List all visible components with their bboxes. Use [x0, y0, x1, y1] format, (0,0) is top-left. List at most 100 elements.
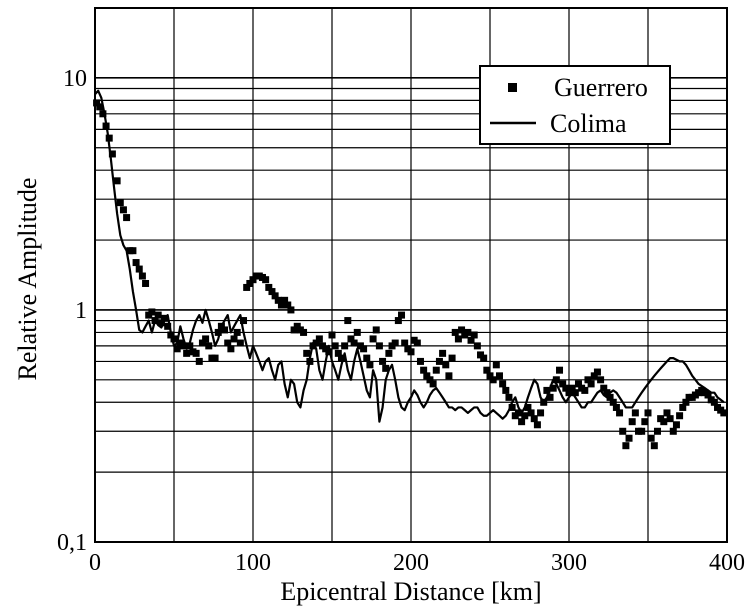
guerrero-point: [170, 335, 178, 343]
guerrero-point: [533, 421, 541, 429]
y-tick-label: 0,1: [57, 530, 87, 556]
guerrero-point: [217, 322, 225, 330]
guerrero-point: [606, 393, 614, 401]
guerrero-point: [622, 442, 630, 450]
guerrero-point: [262, 276, 270, 284]
guerrero-point: [467, 336, 475, 344]
guerrero-point: [281, 296, 289, 304]
guerrero-point: [179, 342, 187, 350]
guerrero-point: [584, 376, 592, 384]
guerrero-point: [224, 339, 232, 347]
guerrero-point: [230, 335, 238, 343]
guerrero-point: [442, 361, 450, 369]
guerrero-point: [480, 354, 488, 362]
guerrero-point: [420, 366, 428, 374]
guerrero-point: [473, 342, 481, 350]
guerrero-point: [710, 398, 718, 406]
guerrero-point: [495, 372, 503, 380]
legend-label-guerrero: Guerrero: [554, 73, 648, 102]
guerrero-point: [271, 292, 279, 300]
guerrero-point: [167, 331, 175, 339]
guerrero-point: [593, 368, 601, 376]
guerrero-point: [198, 339, 206, 347]
guerrero-point: [284, 301, 292, 309]
guerrero-point: [113, 177, 121, 185]
guerrero-point: [568, 384, 576, 392]
y-axis-title: Relative Amplitude: [13, 178, 42, 381]
guerrero-point: [549, 384, 557, 392]
guerrero-point: [236, 339, 244, 347]
guerrero-point: [527, 409, 535, 417]
guerrero-point: [562, 384, 570, 392]
guerrero-point: [616, 409, 624, 417]
guerrero-point: [306, 357, 314, 365]
guerrero-point: [546, 393, 554, 401]
guerrero-point: [401, 339, 409, 347]
guerrero-point: [537, 409, 545, 417]
guerrero-point: [154, 311, 162, 319]
guerrero-point: [287, 306, 295, 314]
guerrero-point: [682, 398, 690, 406]
guerrero-point: [552, 376, 560, 384]
guerrero-point: [102, 122, 110, 130]
x-tick-labels: 0 100 200 300 400: [89, 550, 745, 576]
guerrero-point: [123, 214, 131, 222]
guerrero-point: [93, 99, 101, 107]
guerrero-point: [116, 199, 124, 207]
guerrero-point: [142, 279, 150, 287]
guerrero-point: [164, 322, 172, 330]
guerrero-point: [559, 380, 567, 388]
guerrero-point: [663, 409, 671, 417]
guerrero-point: [458, 326, 466, 334]
guerrero-point: [435, 357, 443, 365]
guerrero-point: [202, 335, 210, 343]
guerrero-point: [344, 317, 352, 325]
guerrero-point: [325, 348, 333, 356]
guerrero-point: [157, 319, 165, 327]
guerrero-point: [600, 384, 608, 392]
guerrero-point: [135, 265, 143, 273]
y-tick-label: 1: [75, 298, 87, 324]
x-tick-label: 400: [709, 550, 745, 576]
guerrero-point: [641, 418, 649, 426]
guerrero-point: [347, 335, 355, 343]
guerrero-point: [249, 276, 257, 284]
guerrero-point: [227, 345, 235, 353]
guerrero-point: [540, 398, 548, 406]
guerrero-point: [363, 354, 371, 362]
legend-marker-guerrero: [508, 83, 517, 92]
guerrero-point: [451, 328, 459, 336]
guerrero-point: [543, 386, 551, 394]
guerrero-point: [211, 354, 219, 362]
guerrero-point: [483, 366, 491, 374]
guerrero-point: [644, 409, 652, 417]
guerrero-point: [353, 328, 361, 336]
guerrero-point: [628, 418, 636, 426]
guerrero-point: [587, 380, 595, 388]
guerrero-point: [556, 366, 564, 374]
guerrero-point: [366, 361, 374, 369]
guerrero-point: [530, 415, 538, 423]
guerrero-point: [416, 357, 424, 365]
guerrero-point: [268, 288, 276, 296]
guerrero-point: [385, 349, 393, 357]
x-tick-label: 0: [89, 550, 101, 576]
guerrero-point: [669, 427, 677, 435]
guerrero-point: [277, 301, 285, 309]
guerrero-point: [720, 409, 728, 417]
guerrero-point: [676, 412, 684, 420]
x-axis-title: Epicentral Distance [km]: [280, 577, 541, 606]
guerrero-point: [303, 349, 311, 357]
guerrero-point: [514, 409, 522, 417]
guerrero-point: [470, 331, 478, 339]
guerrero-point: [464, 328, 472, 336]
legend-box: [479, 65, 671, 145]
x-tick-label: 300: [551, 550, 587, 576]
guerrero-point: [195, 357, 203, 365]
legend-label-colima: Colima: [550, 109, 627, 138]
guerrero-point: [666, 415, 674, 423]
guerrero-point: [290, 326, 298, 334]
guerrero-point: [672, 421, 680, 429]
guerrero-point: [369, 335, 377, 343]
